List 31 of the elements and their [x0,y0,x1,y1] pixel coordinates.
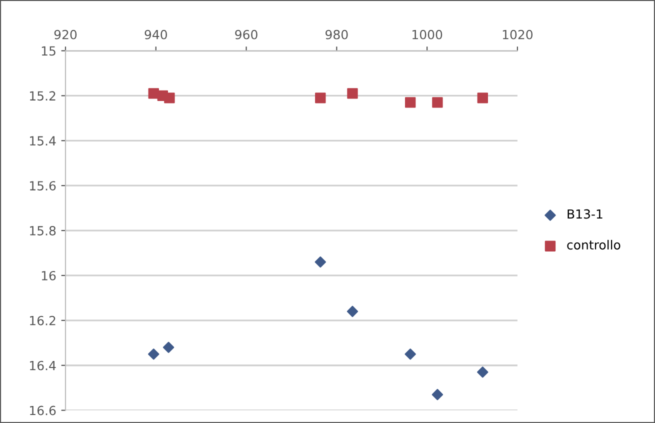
x-tick-label: 940 [144,30,167,40]
x-tick-label: 1000 [412,30,442,40]
y-tick-label: 16.4 [30,360,56,370]
y-tick-label: 15.8 [30,226,56,236]
x-tick-label: 960 [235,30,258,40]
point [314,256,326,268]
y-tick-label: 16.2 [30,316,56,326]
y-tick-label: 15.4 [30,136,56,146]
y-tick-label: 15.6 [30,181,56,191]
x-tick-label: 1020 [502,30,533,40]
point [404,348,416,360]
point [477,92,488,104]
point [477,366,488,378]
x-tick-label: 920 [54,30,77,40]
point [148,88,159,99]
point [404,97,416,108]
point [162,342,174,353]
x-tick-label: 980 [326,30,348,40]
point [346,306,358,318]
legend-label: B13-1 [568,209,602,219]
point [432,388,444,400]
point [347,88,358,99]
point [148,348,160,360]
y-tick-label: 16 [42,270,56,280]
y-tick-label: 15 [42,46,56,56]
y-tick-label: 15.2 [30,91,56,101]
y-tick-label: 16.6 [30,406,56,416]
point [432,97,443,108]
point [164,92,175,104]
legend-label: controllo [567,240,620,250]
point [315,92,326,104]
